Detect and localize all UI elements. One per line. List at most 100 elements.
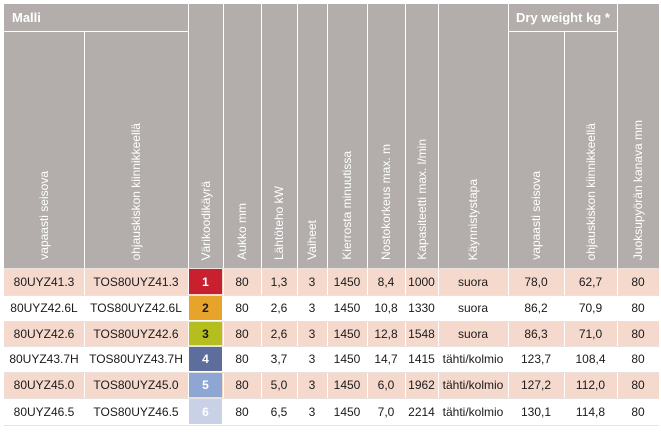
table-cell-channel: 80: [631, 326, 645, 341]
table-cell-power: 3,7: [270, 352, 288, 366]
table-cell-power: 2,6: [270, 326, 288, 341]
table-cell-rpm: 1450: [333, 404, 361, 419]
table-cell-phases: 3: [308, 404, 316, 419]
column-header-label: vapaasti seisova: [529, 171, 543, 260]
grid-vertical-line: [437, 4, 439, 425]
grid-vertical-line: [296, 4, 298, 425]
table-cell-channel: 80: [631, 274, 645, 289]
table-cell-weight-rail: 70,9: [578, 301, 603, 315]
table-cell-rail-model: TOS80UYZ42.6L: [90, 301, 182, 315]
table-cell-rpm: 1450: [333, 378, 361, 392]
header-background: [4, 4, 659, 268]
color-code-swatch: 4: [189, 347, 222, 371]
table-cell-phases: 3: [308, 326, 316, 341]
table-cell-channel: 80: [631, 352, 645, 366]
grid-vertical-line: [222, 4, 224, 425]
table-cell-phases: 3: [308, 274, 316, 289]
table-cell-opening: 80: [235, 378, 249, 392]
table-cell-start: suora: [457, 274, 489, 289]
grid-vertical-line: [326, 4, 328, 425]
column-header-label: ohjauskiskon kiinnikkeellä: [129, 122, 143, 260]
column-header-label: vapaasti seisova: [37, 171, 51, 260]
table-cell-weight-free: 127,2: [520, 378, 552, 392]
table-cell-model: 80UYZ46.5: [13, 404, 75, 419]
grid-horizontal-line: [4, 424, 659, 426]
table-cell-head: 7,0: [377, 404, 395, 419]
table-cell-start: tähti/kolmio: [442, 404, 504, 419]
table-cell-capacity: 1000: [408, 274, 435, 289]
column-header: ohjauskiskon kiinnikkeellä: [84, 31, 188, 268]
grid-horizontal-line: [4, 371, 659, 373]
table-cell-head: 14,7: [374, 352, 398, 366]
table-cell-rail-model: TOS80UYZ43.7H: [89, 352, 183, 366]
column-header: Vaiheet: [297, 4, 327, 268]
grid-vertical-line: [507, 4, 509, 425]
table-cell-start: suora: [457, 326, 489, 341]
table-cell-rpm: 1450: [333, 326, 361, 341]
grid-vertical-line: [187, 4, 189, 425]
group-header-dry-weight: Dry weight kg *: [516, 10, 610, 25]
color-code-swatch: 6: [189, 399, 222, 424]
column-header: vapaasti seisova: [508, 31, 564, 268]
table-cell-model: 80UYZ45.0: [13, 378, 75, 392]
table-cell-rail-model: TOS80UYZ41.3: [93, 274, 179, 289]
table-row: [4, 295, 659, 321]
table-cell-rail-model: TOS80UYZ42.6: [93, 326, 179, 341]
color-code-swatch: 3: [189, 322, 222, 345]
table-cell-opening: 80: [235, 301, 249, 315]
table-cell-weight-rail: 112,0: [575, 378, 606, 392]
grid-vertical-line: [260, 4, 262, 425]
table-cell-capacity: 2214: [408, 404, 435, 419]
table-cell-weight-rail: 114,8: [575, 404, 606, 419]
table-cell-phases: 3: [308, 301, 316, 315]
table-cell-weight-free: 130,1: [520, 404, 552, 419]
color-code-swatch: 5: [189, 373, 222, 397]
grid-vertical-line: [404, 4, 406, 425]
table-cell-rpm: 1450: [333, 352, 361, 366]
column-header-label: Värikoodikäyrä: [198, 180, 213, 260]
table-row: [4, 268, 659, 295]
table-cell-rpm: 1450: [333, 274, 361, 289]
table-cell-start: tähti/kolmio: [442, 378, 504, 392]
column-header-label: Vaiheet: [305, 220, 319, 260]
table-cell-weight-rail: 62,7: [578, 274, 603, 289]
table-cell-phases: 3: [308, 378, 316, 392]
table-cell-model: 80UYZ41.3: [13, 274, 75, 289]
table-cell-head: 8,4: [377, 274, 395, 289]
column-header-label: Nostokorkeus max. m: [379, 143, 393, 260]
color-code-swatch: 2: [189, 296, 222, 320]
column-header: Värikoodikäyrä: [188, 4, 223, 268]
table-cell-weight-free: 86,3: [524, 326, 548, 341]
column-header-label: Kapasiteetti max. l/min: [414, 139, 429, 260]
table-cell-channel: 80: [631, 404, 645, 419]
group-divider-line: [508, 30, 617, 32]
table-row: [4, 321, 659, 346]
table-cell-opening: 80: [235, 404, 249, 419]
table-cell-capacity: 1548: [408, 326, 435, 341]
table-cell-channel: 80: [631, 301, 645, 315]
grid-vertical-line: [83, 31, 85, 425]
table-cell-model: 80UYZ42.6L: [10, 301, 78, 315]
column-header: Lähtöteho kW: [261, 4, 297, 268]
table-cell-model: 80UYZ42.6: [13, 326, 75, 341]
table-cell-head: 10,8: [374, 301, 398, 315]
color-code-swatch: 1: [189, 269, 222, 294]
column-header-label: Lähtöteho kW: [272, 185, 286, 260]
column-header: Kapasiteetti max. l/min: [405, 4, 438, 268]
table-cell-model: 80UYZ43.7H: [9, 352, 79, 366]
table-cell-power: 2,6: [270, 301, 288, 315]
table-cell-opening: 80: [235, 326, 249, 341]
grid-vertical-line: [366, 4, 368, 425]
table-row: [4, 346, 659, 372]
column-header-label: Aukko mm: [235, 203, 249, 260]
grid-vertical-line: [616, 4, 618, 425]
table-cell-weight-free: 123,7: [520, 352, 552, 366]
table-cell-rpm: 1450: [333, 301, 361, 315]
group-divider-line: [4, 30, 188, 32]
table-cell-opening: 80: [235, 352, 249, 366]
table-cell-weight-free: 78,0: [524, 274, 548, 289]
table-cell-power: 1,3: [270, 274, 288, 289]
table-cell-power: 5,0: [270, 378, 288, 392]
column-header-label: ohjauskiskon kiinnikkeellä: [583, 122, 598, 260]
table-cell-start: tähti/kolmio: [442, 352, 504, 366]
